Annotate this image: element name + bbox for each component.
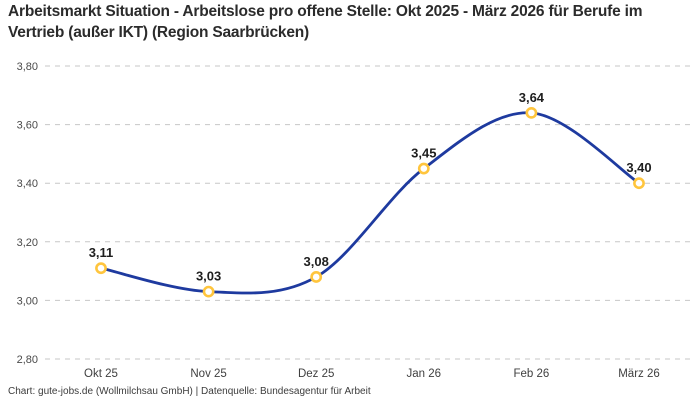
y-tick-label: 3,80 (17, 61, 38, 73)
data-point-marker[interactable] (310, 271, 323, 283)
line-chart: 2,80 3,00 3,20 3,40 3,60 3,80 Okt 25 Nov 25 Dez … (17, 61, 695, 380)
series-line (99, 111, 641, 295)
x-tick-label: März 26 (618, 368, 660, 380)
x-tick-label: Dez 25 (298, 368, 334, 380)
data-point-marker[interactable] (95, 262, 107, 275)
chart-title: Arbeitsmarkt Situation - Arbeitslose pro… (8, 3, 643, 41)
data-point-label: 3,08 (304, 254, 329, 269)
data-point-label: 3,45 (411, 146, 436, 161)
data-point-marker[interactable] (525, 106, 538, 119)
y-tick-label: 3,20 (17, 237, 38, 249)
x-tick-label: Okt 25 (84, 368, 118, 380)
data-point-label: 3,40 (626, 160, 651, 175)
x-tick-label: Jan 26 (407, 368, 442, 380)
data-point-label: 3,64 (519, 90, 545, 105)
data-point-marker[interactable] (417, 162, 430, 175)
attribution-text: Chart: gute-jobs.de (Wollmilchsau GmbH) … (8, 386, 371, 397)
data-point-marker[interactable] (202, 285, 215, 298)
x-tick-label: Feb 26 (513, 368, 549, 380)
data-point-label: 3,11 (89, 245, 114, 260)
data-point-marker[interactable] (633, 177, 645, 190)
data-point-label: 3,03 (196, 269, 221, 284)
x-tick-label: Nov 25 (190, 368, 226, 380)
y-tick-label: 3,60 (17, 120, 38, 132)
y-tick-label: 2,80 (17, 354, 38, 366)
y-tick-label: 3,00 (17, 295, 38, 307)
y-tick-label: 3,40 (17, 178, 38, 190)
